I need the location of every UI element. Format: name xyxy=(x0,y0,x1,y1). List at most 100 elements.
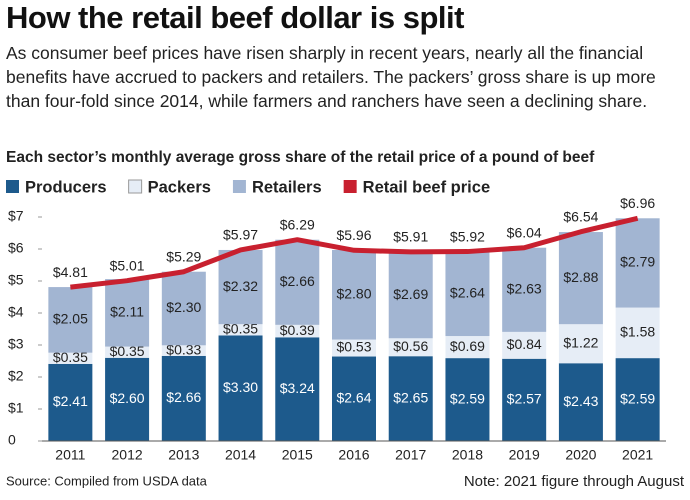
data-label: $2.66 xyxy=(166,389,201,405)
bar-segment xyxy=(332,249,376,340)
data-label: $2.64 xyxy=(450,285,485,301)
x-tick-label: 2018 xyxy=(452,447,483,463)
legend-swatch xyxy=(343,180,357,193)
data-label: $2.41 xyxy=(53,393,88,409)
y-tick-label: $6 xyxy=(8,240,24,256)
bar-segment xyxy=(445,358,490,441)
y-tick-label: $2 xyxy=(8,368,24,384)
data-label: $1.22 xyxy=(563,334,598,350)
bar-segment xyxy=(558,363,603,441)
data-label: $6.54 xyxy=(563,208,598,224)
bar-segment xyxy=(445,251,490,337)
data-label: $5.29 xyxy=(166,248,201,264)
bar-segment xyxy=(275,239,320,325)
data-label: $2.64 xyxy=(336,389,371,405)
y-tick-label: $3 xyxy=(8,336,24,352)
bar-segment xyxy=(445,336,490,359)
data-label: $0.39 xyxy=(280,322,315,338)
data-label: $0.56 xyxy=(393,338,428,354)
data-label: $5.97 xyxy=(223,227,258,243)
data-label: $2.05 xyxy=(53,311,88,327)
data-label: $2.30 xyxy=(166,299,201,315)
data-label: $6.04 xyxy=(507,224,542,240)
bar-segment xyxy=(48,352,93,364)
legend-swatch xyxy=(6,180,19,193)
bar-segment xyxy=(615,358,660,441)
data-label: $3.30 xyxy=(223,379,258,395)
legend-label: Packers xyxy=(148,178,211,196)
title: How the retail beef dollar is split xyxy=(6,0,464,35)
data-label: $2.59 xyxy=(450,390,485,406)
bar-segment xyxy=(218,324,263,336)
data-label: $5.91 xyxy=(393,229,428,245)
bar-segment xyxy=(105,279,150,347)
x-tick-label: 2014 xyxy=(225,447,256,463)
data-label: $5.01 xyxy=(110,257,145,273)
x-tick-label: 2017 xyxy=(395,447,426,463)
bar-segment xyxy=(218,249,263,325)
data-label: $2.43 xyxy=(563,393,598,409)
bar-segment xyxy=(502,358,547,441)
x-tick-label: 2019 xyxy=(509,447,540,463)
bar-segment xyxy=(558,232,603,325)
bar-segment xyxy=(388,338,433,357)
y-tick-label: $4 xyxy=(8,304,24,320)
data-label: $2.66 xyxy=(280,273,315,289)
legend-label: Retail beef price xyxy=(363,178,490,196)
bar-segment xyxy=(275,324,320,338)
bar-segment xyxy=(161,345,206,356)
legend-swatch xyxy=(232,180,246,193)
data-label: $0.69 xyxy=(450,338,485,354)
bar-segment xyxy=(615,218,660,308)
y-tick-label: $5 xyxy=(8,272,24,288)
data-label: $2.63 xyxy=(507,281,542,297)
bar-segment xyxy=(388,356,433,441)
data-label: $5.96 xyxy=(336,227,371,243)
bar-segment xyxy=(161,355,206,441)
x-tick-label: 2012 xyxy=(112,447,143,463)
bar-segment xyxy=(332,356,376,441)
y-tick-label: $7 xyxy=(8,208,24,224)
bar-segment xyxy=(615,307,660,359)
legend-label: Producers xyxy=(25,178,107,196)
data-label: $0.35 xyxy=(110,343,145,359)
data-label: $2.69 xyxy=(393,286,428,302)
bar-segment xyxy=(218,335,263,441)
data-label: $2.11 xyxy=(110,304,144,320)
bar-segment xyxy=(105,357,150,441)
bar-segment xyxy=(502,331,547,359)
source: Source: Compiled from USDA data xyxy=(6,473,208,488)
bar-segment xyxy=(48,287,93,353)
data-label: $2.60 xyxy=(110,390,145,406)
legend-swatch xyxy=(128,179,143,194)
bar-segment xyxy=(502,247,547,332)
data-label: $2.88 xyxy=(563,269,598,285)
data-label: $0.35 xyxy=(223,321,258,337)
data-label: $1.58 xyxy=(620,324,655,340)
x-tick-label: 2011 xyxy=(55,447,85,463)
data-label: $2.32 xyxy=(223,278,258,294)
data-label: $2.57 xyxy=(507,391,542,407)
x-tick-label: 2013 xyxy=(168,447,199,463)
data-label: $5.92 xyxy=(450,228,485,244)
bar-segment xyxy=(48,363,93,441)
data-label: $0.35 xyxy=(53,349,88,365)
data-label: $6.29 xyxy=(280,216,315,232)
data-label: $2.59 xyxy=(620,390,655,406)
y-tick-label: $1 xyxy=(8,400,24,416)
data-label: $0.53 xyxy=(336,339,371,355)
chart-title: Each sector’s monthly average gross shar… xyxy=(6,149,595,166)
bar-segment xyxy=(388,252,433,339)
data-label: $6.96 xyxy=(620,195,655,211)
x-tick-label: 2020 xyxy=(565,447,596,463)
bar-segment xyxy=(332,339,376,357)
y-tick-label: 0 xyxy=(8,432,16,448)
note: Note: 2021 figure through August xyxy=(464,473,685,490)
x-tick-label: 2016 xyxy=(338,447,369,463)
bar-segment xyxy=(558,324,603,364)
subtitle: As consumer beef prices have risen sharp… xyxy=(6,43,656,111)
bar-segment xyxy=(105,346,150,358)
legend-label: Retailers xyxy=(252,178,322,196)
